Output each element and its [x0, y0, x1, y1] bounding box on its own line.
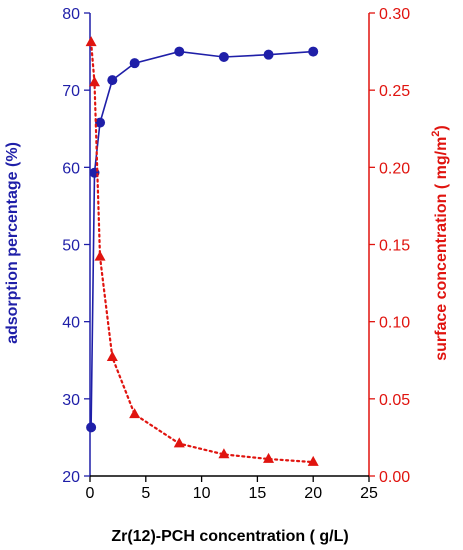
surface-concentration-point — [88, 76, 100, 87]
x-tick-label: 15 — [249, 485, 267, 502]
x-tick-label: 10 — [193, 485, 211, 502]
right-y-tick-label: 0.30 — [379, 6, 410, 23]
left-y-tick-label: 80 — [62, 6, 80, 23]
right-y-axis-title-superscript: 2 — [430, 131, 442, 137]
surface-concentration-point — [106, 350, 118, 361]
axis-ticks: 0 5 10 15 20 25 20 30 40 50 60 70 80 0.00 0.05 0.10 0.15… — [62, 6, 410, 502]
surface-concentration-point — [263, 452, 275, 463]
x-tick-label: 20 — [304, 485, 322, 502]
left-y-tick-label: 60 — [62, 160, 80, 177]
adsorption-percentage-point — [86, 422, 97, 433]
right-y-tick-label: 0.00 — [379, 469, 410, 486]
x-tick-label: 0 — [86, 485, 95, 502]
adsorption-percentage-line — [90, 50, 314, 428]
surface-concentration-line — [89, 41, 315, 464]
adsorption-percentage-point — [95, 117, 106, 128]
adsorption-percentage-point — [263, 49, 274, 60]
adsorption-percentage-point — [129, 58, 140, 69]
surface-concentration-point — [173, 437, 185, 448]
adsorption-percentage-point — [218, 51, 229, 62]
adsorption-percentage-point — [107, 75, 118, 86]
right-y-axis-title-close: ) — [433, 125, 450, 130]
left-y-tick-label: 50 — [62, 238, 80, 255]
left-y-tick-label: 30 — [62, 392, 80, 409]
x-axis-title: Zr(12)-PCH concentration ( g/L) — [111, 528, 348, 545]
right-y-tick-label: 0.15 — [379, 238, 410, 255]
surface-concentration-point — [129, 408, 141, 419]
surface-concentration-point — [85, 36, 97, 47]
right-y-tick-label: 0.05 — [379, 392, 410, 409]
adsorption-percentage-point — [308, 46, 319, 57]
adsorption-percentage-point — [174, 46, 185, 57]
right-y-axis-title-main: surface concentration ( mg/m — [433, 137, 450, 361]
left-y-tick-label: 70 — [62, 83, 80, 100]
x-tick-label: 5 — [141, 485, 150, 502]
surface-concentration-point — [218, 448, 230, 459]
left-y-tick-label: 40 — [62, 315, 80, 332]
right-y-tick-label: 0.25 — [379, 83, 410, 100]
surface-concentration-point — [94, 250, 106, 261]
left-y-tick-label: 20 — [62, 469, 80, 486]
right-y-tick-label: 0.10 — [379, 315, 410, 332]
right-y-axis-title: surface concentration ( mg/m2) — [430, 125, 450, 361]
right-y-tick-label: 0.20 — [379, 160, 410, 177]
x-tick-label: 25 — [360, 485, 378, 502]
surface-concentration-point — [307, 455, 319, 466]
series-marks — [85, 36, 319, 466]
left-y-axis-title: adsorption percentage (%) — [4, 142, 21, 344]
